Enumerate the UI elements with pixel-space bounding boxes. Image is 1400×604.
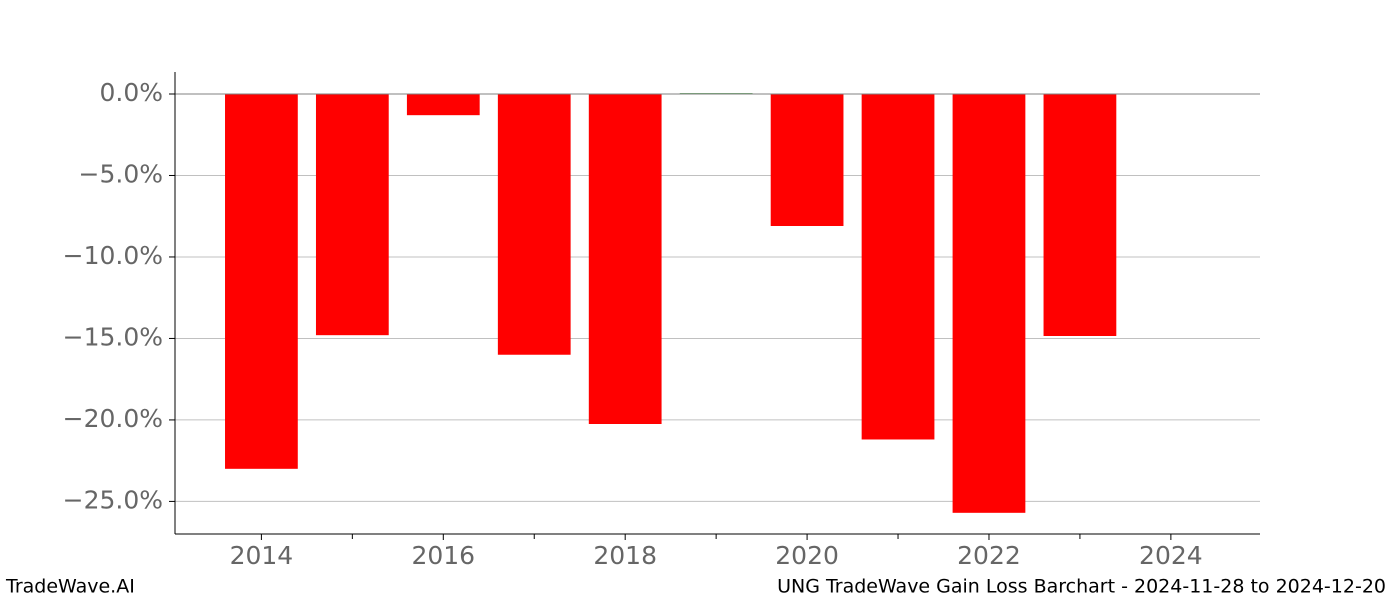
x-tick-label: 2020 <box>775 541 839 570</box>
y-tick-label: −25.0% <box>63 485 163 514</box>
y-tick-label: −5.0% <box>79 159 163 188</box>
bar <box>861 94 935 440</box>
y-tick-label: −10.0% <box>63 241 163 270</box>
y-tick-label: −20.0% <box>63 404 163 433</box>
bar <box>770 94 844 226</box>
bar <box>952 94 1026 513</box>
x-tick-label: 2014 <box>230 541 294 570</box>
y-tick-label: −15.0% <box>63 322 163 351</box>
bar <box>588 94 662 424</box>
bar <box>406 94 480 116</box>
bar <box>225 94 298 469</box>
y-tick-label: 0.0% <box>99 78 163 107</box>
x-tick-label: 2018 <box>593 541 657 570</box>
bar <box>315 94 389 336</box>
x-tick-label: 2024 <box>1139 541 1203 570</box>
bar <box>1043 94 1117 336</box>
footer-left: TradeWave.AI <box>5 576 135 598</box>
x-tick-label: 2022 <box>957 541 1021 570</box>
footer-right: UNG TradeWave Gain Loss Barchart - 2024-… <box>777 576 1386 598</box>
x-tick-label: 2016 <box>411 541 475 570</box>
bar <box>497 94 571 355</box>
